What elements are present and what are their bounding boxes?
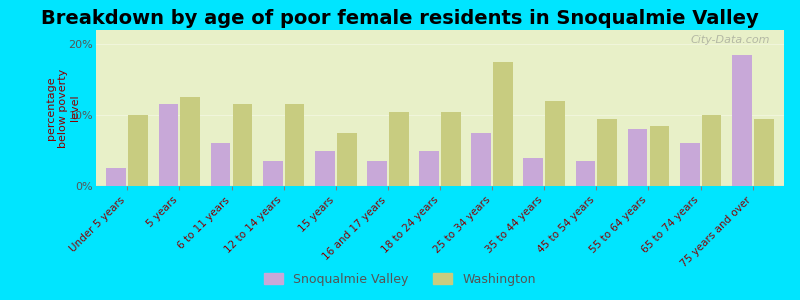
Bar — [233, 104, 252, 186]
Bar — [315, 151, 334, 186]
Bar — [628, 129, 647, 186]
Bar — [419, 151, 439, 186]
Bar — [181, 98, 200, 186]
Bar — [680, 143, 699, 186]
Text: City-Data.com: City-Data.com — [690, 35, 770, 45]
Bar — [158, 104, 178, 186]
Bar — [754, 118, 774, 186]
Bar — [210, 143, 230, 186]
Bar — [337, 133, 357, 186]
Bar — [367, 161, 387, 186]
Bar — [389, 112, 409, 186]
Bar — [732, 55, 752, 186]
Bar — [523, 158, 543, 186]
Bar — [493, 62, 513, 186]
Bar — [546, 101, 565, 186]
Bar — [106, 168, 126, 186]
Bar — [262, 161, 282, 186]
Bar — [650, 126, 670, 186]
Bar — [285, 104, 305, 186]
Text: Breakdown by age of poor female residents in Snoqualmie Valley: Breakdown by age of poor female resident… — [41, 9, 759, 28]
Bar — [471, 133, 491, 186]
Legend: Snoqualmie Valley, Washington: Snoqualmie Valley, Washington — [259, 268, 541, 291]
Bar — [441, 112, 461, 186]
Bar — [702, 115, 722, 186]
Y-axis label: percentage
below poverty
level: percentage below poverty level — [46, 68, 79, 148]
Bar — [575, 161, 595, 186]
Bar — [598, 118, 618, 186]
Bar — [128, 115, 148, 186]
